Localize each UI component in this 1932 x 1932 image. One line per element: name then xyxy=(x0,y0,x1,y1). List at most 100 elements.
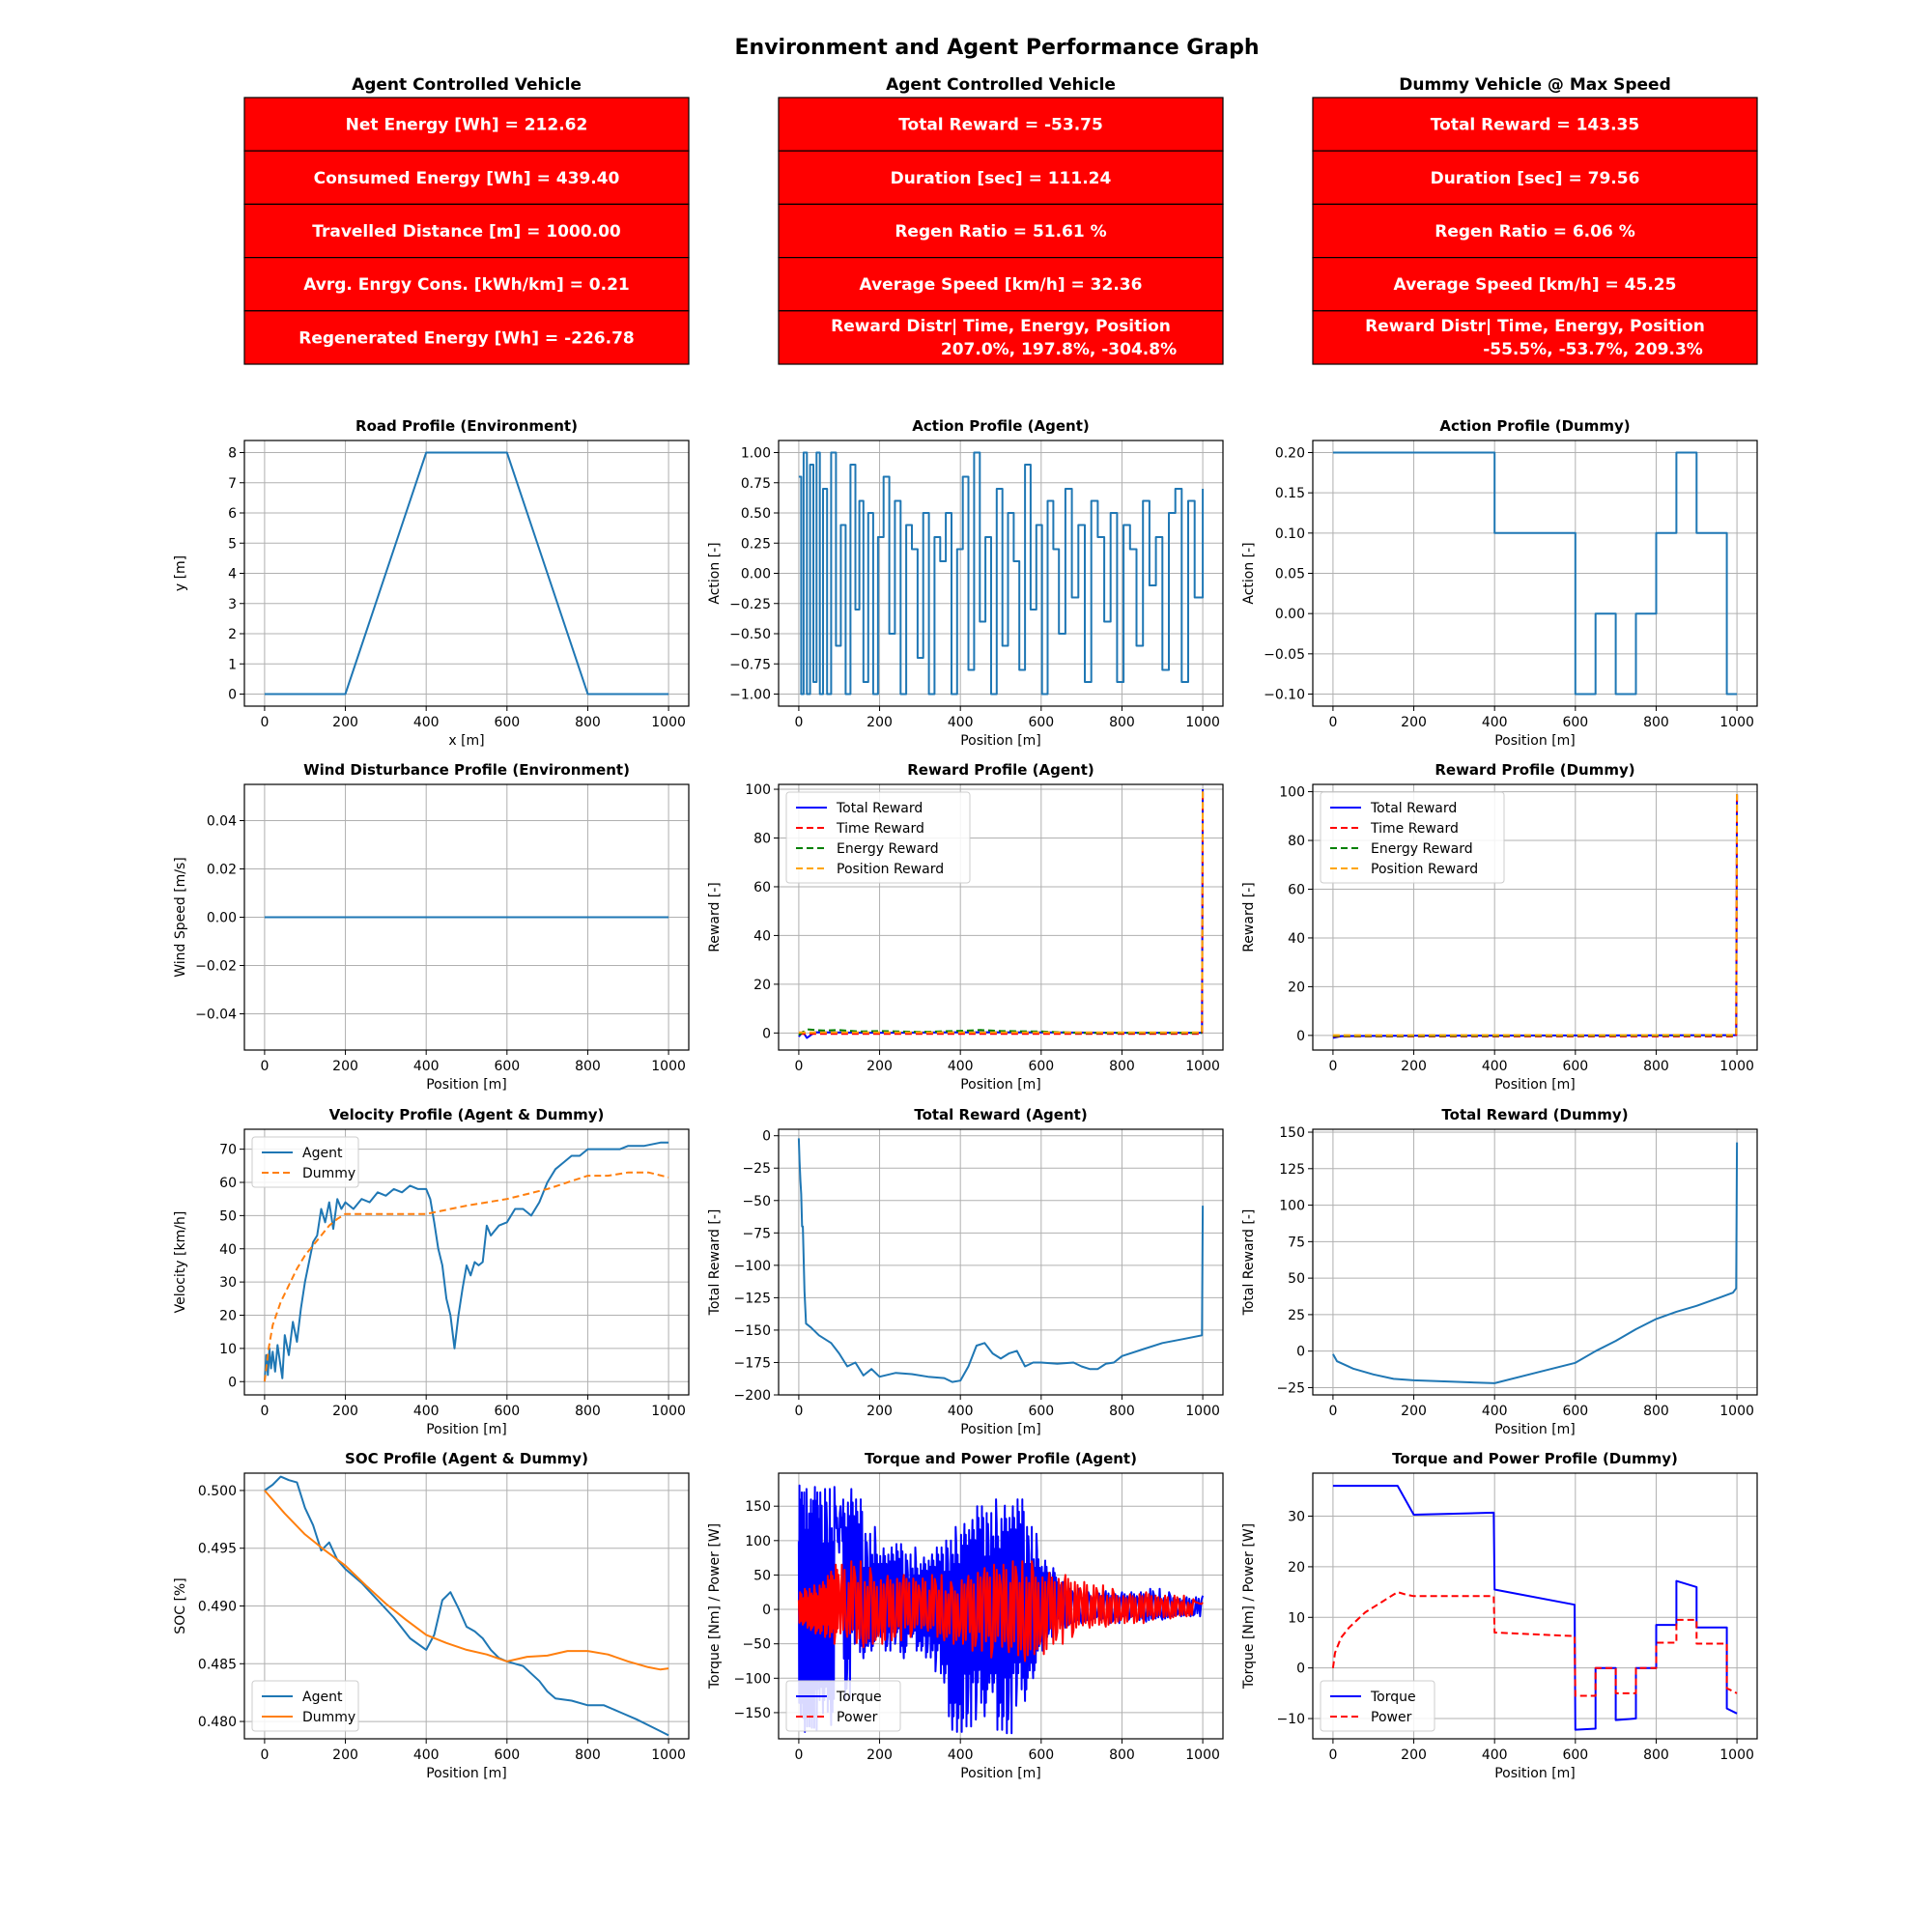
table-title: Dummy Vehicle @ Max Speed xyxy=(1399,75,1671,95)
figure-title: Environment and Agent Performance Graph xyxy=(735,36,1260,60)
plot-frame xyxy=(1312,1128,1758,1396)
x-tick-label: 800 xyxy=(1109,1059,1135,1074)
y-tick-label: 8 xyxy=(228,446,237,462)
x-tick-label: 400 xyxy=(413,1059,440,1074)
x-tick-label: 600 xyxy=(1028,715,1054,730)
x-tick-label: 1000 xyxy=(1185,1404,1220,1419)
y-tick-label: 100 xyxy=(745,1534,771,1549)
y-tick-label: 2 xyxy=(228,627,237,642)
series-line-1 xyxy=(1332,1485,1738,1731)
y-tick-label: −0.50 xyxy=(729,627,771,642)
plot-frame xyxy=(243,783,690,1051)
x-tick-label: 0 xyxy=(794,1747,803,1763)
legend-label: Torque xyxy=(836,1690,882,1705)
summary-tables: Agent Controlled Vehicle Net Energy [Wh] … xyxy=(243,75,1758,365)
y-tick-label: 50 xyxy=(753,1568,771,1583)
x-tick-label: 600 xyxy=(1562,1747,1588,1763)
y-tick-label: 0.00 xyxy=(207,911,237,926)
table-cell xyxy=(778,150,1224,205)
series-line-1 xyxy=(263,1141,669,1382)
y-tick-label: 80 xyxy=(753,832,771,847)
y-tick-label: 40 xyxy=(753,928,771,944)
y-tick-label: −150 xyxy=(734,1706,771,1721)
series-group xyxy=(1332,794,1739,1039)
x-tick-label: 0 xyxy=(260,715,269,730)
series-group xyxy=(797,1484,1205,1735)
table-cell xyxy=(243,150,690,205)
table-cell xyxy=(1312,310,1758,365)
x-tick-label: 0 xyxy=(1328,715,1337,730)
chart-title: Total Reward (Dummy) xyxy=(1441,1106,1628,1123)
x-tick-label: 800 xyxy=(1109,715,1135,730)
legend-label: Position Reward xyxy=(1371,862,1478,877)
y-tick-label: 40 xyxy=(1288,931,1305,947)
table-cell xyxy=(243,310,690,365)
legend-label: Agent xyxy=(302,1146,343,1161)
y-tick-label: 60 xyxy=(219,1176,237,1191)
x-tick-label: 400 xyxy=(1482,1059,1508,1074)
legend-label: Time Reward xyxy=(836,821,924,837)
chart-title: Torque and Power Profile (Agent) xyxy=(865,1450,1137,1467)
summary-table-2: Agent Controlled Vehicle Total Reward = -… xyxy=(778,75,1224,365)
y-tick-label: 100 xyxy=(745,782,771,798)
legend: Torque Power xyxy=(1320,1680,1435,1732)
x-tick-label: 1000 xyxy=(1719,715,1754,730)
y-tick-label: 0 xyxy=(228,688,237,703)
y-tick-label: −0.10 xyxy=(1264,688,1305,703)
x-axis-label: Position [m] xyxy=(1494,733,1576,749)
y-tick-label: 0.04 xyxy=(207,814,237,830)
y-tick-label: 60 xyxy=(1288,882,1305,897)
x-tick-label: 1000 xyxy=(1185,1059,1220,1074)
y-tick-label: 5 xyxy=(228,536,237,552)
table-cell-text: Duration [sec] = 111.24 xyxy=(891,169,1112,188)
table-cell-text: Reward Distr| Time, Energy, Position xyxy=(1365,317,1705,336)
x-tick-label: 0 xyxy=(260,1059,269,1074)
chart-title: SOC Profile (Agent & Dummy) xyxy=(345,1450,588,1467)
y-tick-label: 25 xyxy=(1288,1308,1305,1323)
table-cell xyxy=(243,203,690,259)
x-tick-label: 200 xyxy=(332,1059,358,1074)
legend-box xyxy=(785,791,971,884)
y-tick-label: 80 xyxy=(1288,834,1305,849)
x-axis-label: Position [m] xyxy=(1494,1766,1576,1781)
x-axis-label: Position [m] xyxy=(960,1766,1041,1781)
table-cell-text: Duration [sec] = 79.56 xyxy=(1431,169,1640,188)
x-tick-label: 0 xyxy=(794,715,803,730)
x-tick-label: 600 xyxy=(494,1747,520,1763)
y-axis-label: Action [-] xyxy=(707,542,723,604)
summary-table-1: Agent Controlled Vehicle Net Energy [Wh] … xyxy=(243,75,690,365)
legend-label: Total Reward xyxy=(836,801,923,816)
y-tick-label: −25 xyxy=(742,1161,771,1177)
x-tick-label: 200 xyxy=(1401,1059,1427,1074)
x-tick-label: 400 xyxy=(413,1404,440,1419)
x-tick-label: 200 xyxy=(332,1747,358,1763)
y-tick-label: −50 xyxy=(742,1637,771,1653)
chart-title: Action Profile (Agent) xyxy=(912,417,1089,435)
x-tick-label: 400 xyxy=(948,715,974,730)
legend: Total Reward Time Reward Energy Reward Posi… xyxy=(1320,791,1505,884)
series-group xyxy=(1332,451,1738,696)
series-line-1 xyxy=(1332,1142,1739,1384)
chart-torque_dummy: Torque and Power Profile (Dummy)0 200 400 6… xyxy=(1241,1450,1758,1781)
series-group xyxy=(264,451,669,696)
y-tick-label: −50 xyxy=(742,1194,771,1209)
legend-label: Dummy xyxy=(302,1166,355,1181)
y-tick-label: 20 xyxy=(753,978,771,993)
legend: Agent Dummy xyxy=(251,1136,359,1188)
y-tick-label: −150 xyxy=(734,1323,771,1339)
x-tick-label: 1000 xyxy=(1185,1747,1220,1763)
chart-title: Wind Disturbance Profile (Environment) xyxy=(303,761,630,779)
x-axis-label: Position [m] xyxy=(960,1422,1041,1437)
y-tick-label: 3 xyxy=(228,597,237,612)
x-tick-label: 1000 xyxy=(1719,1404,1754,1419)
plot-frame xyxy=(1312,1472,1758,1740)
y-tick-label: −175 xyxy=(734,1355,771,1371)
y-tick-label: 70 xyxy=(219,1143,237,1158)
y-tick-label: 10 xyxy=(219,1342,237,1357)
x-tick-label: 200 xyxy=(332,1404,358,1419)
x-tick-label: 400 xyxy=(1482,715,1508,730)
y-axis-label: SOC [%] xyxy=(173,1577,188,1634)
x-tick-label: 400 xyxy=(1482,1404,1508,1419)
x-tick-label: 200 xyxy=(867,1747,893,1763)
